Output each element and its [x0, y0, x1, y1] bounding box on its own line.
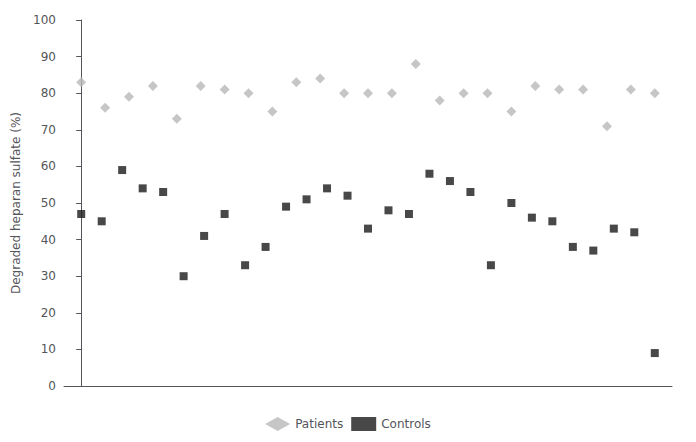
svg-text:30: 30 — [41, 269, 56, 283]
svg-text:60: 60 — [41, 159, 56, 173]
svg-text:Degraded heparan sulfate (%): Degraded heparan sulfate (%) — [9, 112, 23, 294]
svg-text:Patients: Patients — [295, 417, 343, 431]
svg-text:40: 40 — [41, 233, 56, 247]
svg-text:90: 90 — [41, 50, 56, 64]
svg-text:100: 100 — [33, 13, 56, 27]
svg-text:Controls: Controls — [381, 417, 431, 431]
svg-text:10: 10 — [41, 342, 56, 356]
svg-text:0: 0 — [48, 379, 56, 393]
svg-text:80: 80 — [41, 86, 56, 100]
svg-text:20: 20 — [41, 306, 56, 320]
svg-text:70: 70 — [41, 123, 56, 137]
svg-text:50: 50 — [41, 196, 56, 210]
